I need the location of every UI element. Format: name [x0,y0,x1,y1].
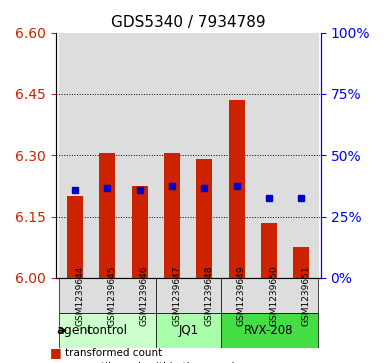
Text: GSM1239649: GSM1239649 [237,265,246,326]
Bar [59,33,91,278]
Bar [67,196,83,278]
Bar [221,33,253,278]
FancyBboxPatch shape [221,278,318,313]
Text: RVX-208: RVX-208 [244,324,294,337]
Text: GSM1239645: GSM1239645 [107,265,116,326]
FancyBboxPatch shape [59,313,156,348]
Text: GSM1239646: GSM1239646 [140,265,149,326]
Bar [229,100,245,278]
Bar [196,159,213,278]
Text: GSM1239651: GSM1239651 [301,265,310,326]
Bar [156,33,188,278]
Text: ■: ■ [50,346,62,359]
Bar [188,33,221,278]
Bar [285,33,318,278]
Bar [253,33,285,278]
Bar [132,186,148,278]
Text: GSM1239648: GSM1239648 [204,265,213,326]
Title: GDS5340 / 7934789: GDS5340 / 7934789 [111,15,266,30]
FancyBboxPatch shape [221,313,318,348]
Bar [164,153,180,278]
Bar [261,223,277,278]
Text: GSM1239650: GSM1239650 [269,265,278,326]
Text: percentile rank within the sample: percentile rank within the sample [65,362,241,363]
FancyBboxPatch shape [156,278,221,313]
Bar [124,33,156,278]
Text: control: control [87,324,128,337]
Text: JQ1: JQ1 [178,324,198,337]
Text: transformed count: transformed count [65,348,163,358]
Text: GSM1239644: GSM1239644 [75,265,84,326]
Text: agent: agent [56,324,92,337]
Bar [99,153,116,278]
Text: GSM1239647: GSM1239647 [172,265,181,326]
Text: ■: ■ [50,360,62,363]
Bar [293,247,310,278]
FancyBboxPatch shape [156,313,221,348]
Bar [91,33,124,278]
FancyBboxPatch shape [59,278,156,313]
